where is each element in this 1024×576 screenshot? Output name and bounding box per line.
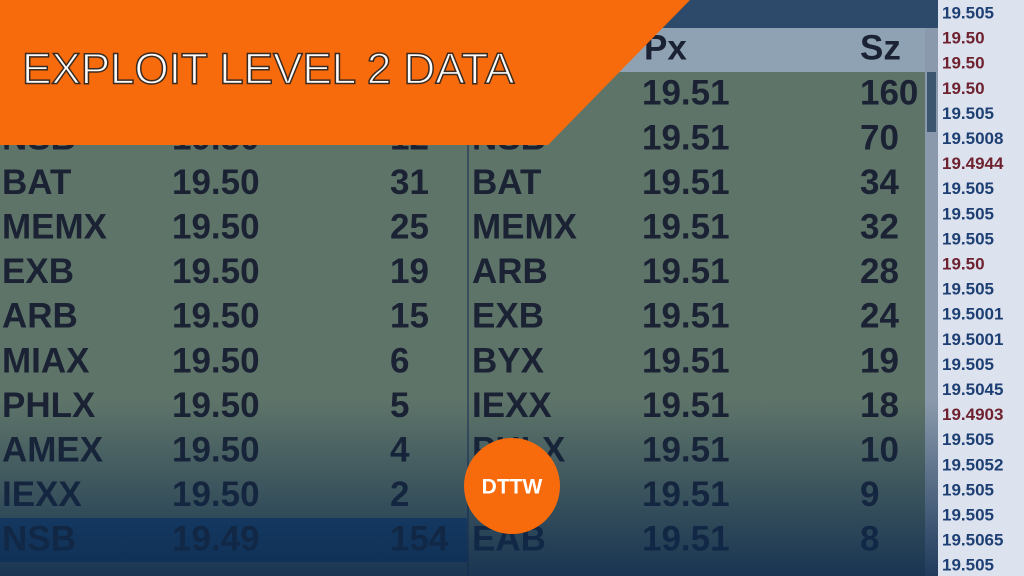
trade-price: 19.505 bbox=[942, 355, 994, 374]
trade-price: 19.50 bbox=[942, 54, 985, 73]
trade-price: 19.505 bbox=[942, 556, 994, 575]
trade-price: 19.505 bbox=[942, 204, 994, 223]
trade-price: 19.50 bbox=[942, 254, 985, 273]
size-header: Sz bbox=[860, 28, 901, 67]
trade-price: 19.505 bbox=[942, 280, 994, 299]
trade-price: 19.5008 bbox=[942, 129, 1003, 148]
trade-price: 19.50 bbox=[942, 79, 985, 98]
size: 6 bbox=[390, 341, 409, 380]
exchange: ARB bbox=[472, 252, 548, 291]
trade-price: 19.4944 bbox=[942, 154, 1004, 173]
size: 25 bbox=[390, 207, 429, 246]
scroll-thumb bbox=[927, 72, 936, 132]
trade-price: 19.505 bbox=[942, 3, 994, 22]
trade-price: 19.505 bbox=[942, 179, 994, 198]
price: 19.51 bbox=[642, 252, 730, 291]
trade-price: 19.505 bbox=[942, 430, 994, 449]
size: 24 bbox=[860, 297, 899, 336]
size: 32 bbox=[860, 207, 899, 246]
trade-price: 19.5001 bbox=[942, 305, 1003, 324]
price: 19.51 bbox=[642, 341, 730, 380]
exchange: BAT bbox=[2, 163, 71, 202]
trade-price: 19.5045 bbox=[942, 380, 1003, 399]
logo-text: DTTW bbox=[482, 476, 543, 499]
exchange: MEMX bbox=[2, 207, 108, 246]
exchange: BYX bbox=[472, 341, 545, 380]
logo-circle bbox=[464, 438, 560, 534]
time-and-sales-panel bbox=[938, 0, 1024, 576]
trade-price: 19.505 bbox=[942, 104, 994, 123]
trade-price: 19.5052 bbox=[942, 455, 1003, 474]
exchange: EXB bbox=[472, 297, 544, 336]
size: 160 bbox=[860, 74, 918, 113]
trade-price: 19.50 bbox=[942, 29, 985, 48]
exchange: BAT bbox=[472, 163, 541, 202]
exchange: EXB bbox=[2, 252, 74, 291]
banner-title: EXPLOIT LEVEL 2 DATA bbox=[22, 45, 515, 94]
price: 19.51 bbox=[642, 297, 730, 336]
trade-price: 19.505 bbox=[942, 229, 994, 248]
banner bbox=[0, 0, 690, 145]
size: 15 bbox=[390, 297, 429, 336]
price: 19.51 bbox=[642, 207, 730, 246]
size: 34 bbox=[860, 163, 899, 202]
size: 19 bbox=[860, 341, 899, 380]
price: 19.50 bbox=[172, 163, 260, 202]
price: 19.50 bbox=[172, 207, 260, 246]
trade-price: 19.5065 bbox=[942, 531, 1003, 550]
trade-price: 19.505 bbox=[942, 480, 994, 499]
size: 31 bbox=[390, 163, 429, 202]
exchange: MEMX bbox=[472, 207, 578, 246]
price: 19.50 bbox=[172, 341, 260, 380]
size: 70 bbox=[860, 118, 899, 157]
exchange: MIAX bbox=[2, 341, 90, 380]
exchange: ARB bbox=[2, 297, 78, 336]
size: 19 bbox=[390, 252, 429, 291]
price: 19.51 bbox=[642, 74, 730, 113]
price: 19.51 bbox=[642, 163, 730, 202]
trade-price: 19.4903 bbox=[942, 405, 1003, 424]
time-and-sales: 19.505 19.50 19.50 19.50 19.505 19.5008 19.494… bbox=[942, 3, 1004, 574]
size: 28 bbox=[860, 252, 899, 291]
price: 19.50 bbox=[172, 297, 260, 336]
price: 19.51 bbox=[642, 118, 730, 157]
price: 19.50 bbox=[172, 252, 260, 291]
trade-price: 19.505 bbox=[942, 505, 994, 524]
trade-price: 19.5001 bbox=[942, 330, 1003, 349]
